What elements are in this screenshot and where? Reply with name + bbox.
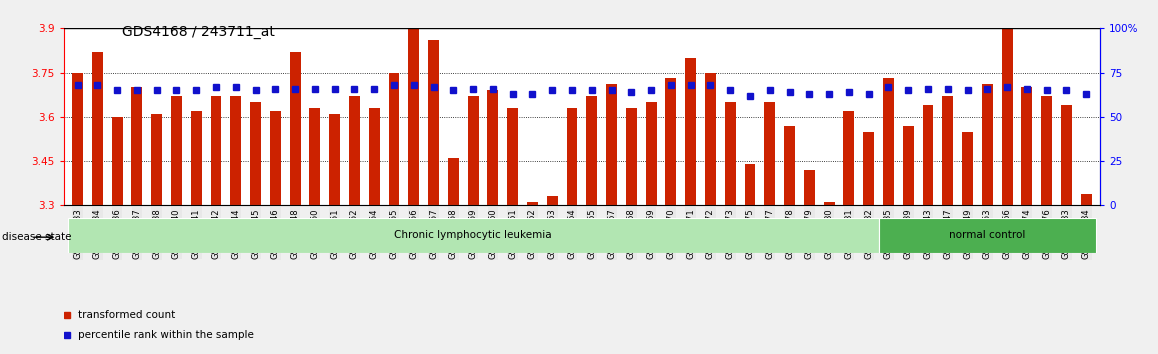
Bar [111, 117, 123, 205]
Bar [1002, 28, 1012, 205]
Bar [725, 102, 735, 205]
Bar [1021, 87, 1033, 205]
Text: disease state: disease state [2, 232, 72, 242]
Bar [309, 108, 321, 205]
Bar [764, 102, 775, 205]
Bar [823, 202, 835, 205]
Text: normal control: normal control [950, 230, 1026, 240]
Bar [409, 28, 419, 205]
Bar [67, 218, 879, 253]
Bar [1041, 96, 1053, 205]
Bar [784, 126, 796, 205]
Bar [389, 73, 400, 205]
Bar [1061, 105, 1072, 205]
Bar [943, 96, 953, 205]
Bar [131, 87, 142, 205]
Bar [745, 164, 755, 205]
Bar [903, 126, 914, 205]
Bar [863, 132, 874, 205]
Bar [879, 218, 1097, 253]
Bar [250, 102, 261, 205]
Text: GDS4168 / 243711_at: GDS4168 / 243711_at [122, 25, 274, 39]
Bar [91, 52, 103, 205]
Bar [843, 111, 855, 205]
Bar [290, 52, 301, 205]
Bar [468, 96, 478, 205]
Bar [329, 114, 340, 205]
Bar [507, 108, 518, 205]
Bar [72, 73, 83, 205]
Bar [982, 84, 992, 205]
Bar [586, 96, 598, 205]
Bar [152, 114, 162, 205]
Text: Chronic lymphocytic leukemia: Chronic lymphocytic leukemia [395, 230, 552, 240]
Bar [606, 84, 617, 205]
Bar [448, 158, 459, 205]
Bar [270, 111, 280, 205]
Bar [666, 79, 676, 205]
Bar [962, 132, 973, 205]
Bar [686, 58, 696, 205]
Bar [884, 79, 894, 205]
Bar [488, 90, 498, 205]
Bar [923, 105, 933, 205]
Bar [527, 202, 537, 205]
Bar [368, 108, 380, 205]
Bar [211, 96, 221, 205]
Bar [428, 40, 439, 205]
Text: transformed count: transformed count [78, 310, 175, 320]
Bar [171, 96, 182, 205]
Text: percentile rank within the sample: percentile rank within the sample [78, 330, 254, 341]
Bar [566, 108, 578, 205]
Bar [349, 96, 360, 205]
Bar [230, 96, 241, 205]
Bar [191, 111, 201, 205]
Bar [705, 73, 716, 205]
Bar [804, 170, 815, 205]
Bar [547, 196, 558, 205]
Bar [626, 108, 637, 205]
Bar [1080, 194, 1092, 205]
Bar [646, 102, 657, 205]
